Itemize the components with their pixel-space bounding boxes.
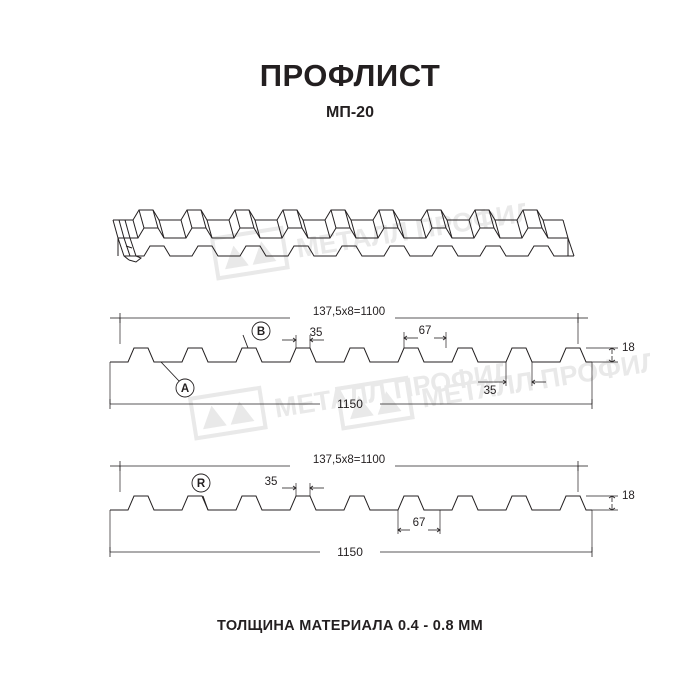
callout-b-label: B	[257, 326, 265, 338]
dim-67-r: 67	[413, 517, 426, 529]
dim-bottom-r: 1150	[337, 545, 363, 559]
isometric-profile-view	[112, 209, 575, 263]
dim-bottom-a: 1150	[337, 397, 363, 411]
dim-67-a: 67	[419, 325, 432, 337]
material-thickness-note: ТОЛЩИНА МАТЕРИАЛА 0.4 - 0.8 ММ	[217, 618, 483, 634]
page-subtitle: МП-20	[326, 104, 374, 121]
dim-35-top-a: 35	[310, 327, 323, 339]
dim-height-r: 18	[622, 490, 635, 502]
dim-top-r: 137,5х8=1100	[313, 454, 385, 466]
dim-top-a: 137,5х8=1100	[313, 306, 385, 318]
callout-a-label: A	[181, 383, 189, 395]
page-title: ПРОФЛИСТ	[259, 58, 441, 93]
section-view-r	[109, 461, 618, 557]
section-view-a	[109, 313, 618, 409]
dim-height-a: 18	[622, 342, 635, 354]
callout-r-label: R	[197, 478, 206, 490]
dim-35-r: 35	[265, 476, 278, 488]
dim-35-bottom-a: 35	[484, 385, 497, 397]
